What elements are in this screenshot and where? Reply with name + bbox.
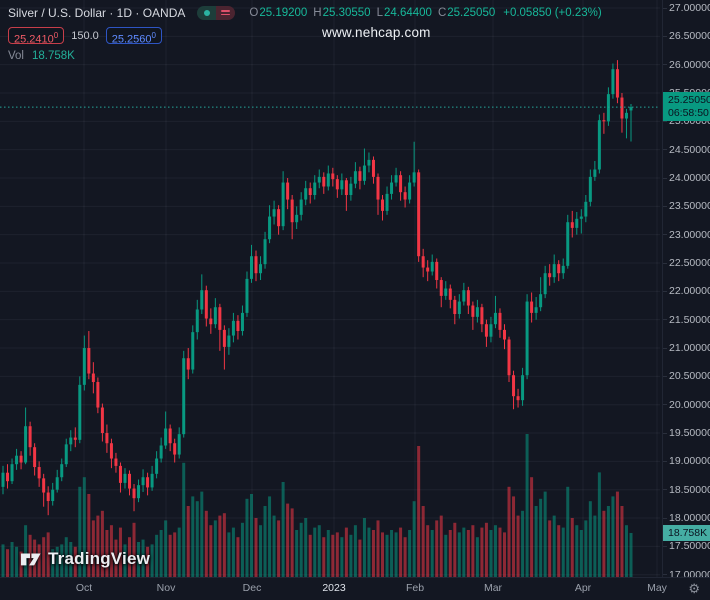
price-axis-tick (663, 319, 667, 321)
low-label: L (376, 6, 383, 19)
time-axis-label: Mar (483, 582, 503, 594)
watermark: www.nehcap.com (322, 25, 431, 40)
tradingview-logo-text: TradingView (48, 549, 151, 568)
price-axis-tick (663, 545, 667, 547)
time-axis[interactable]: ⚙ Oct Nov Dec 2023 Feb Mar Apr May (0, 577, 710, 600)
price-axis-tick (663, 347, 667, 349)
price-axis-label: 17.50000 (669, 540, 710, 553)
price-axis-tick (663, 489, 667, 491)
time-axis-label: Nov (156, 582, 176, 594)
high-value: 25.30550 (322, 6, 371, 19)
time-axis-label: May (647, 582, 667, 594)
price-axis-tick (663, 149, 667, 151)
volume-current-value: 18.758K (32, 50, 75, 62)
price-axis-tick (663, 234, 667, 236)
price-axis-label: 21.00000 (669, 342, 710, 355)
price-axis[interactable]: 27.0000026.5000026.0000025.5000025.00000… (662, 0, 710, 581)
price-axis-label: 19.50000 (669, 427, 710, 440)
series-visibility-toggle[interactable] (197, 5, 236, 20)
price-axis-tick (663, 432, 667, 434)
ohlc-values: O25.19200 H25.30550 L24.64400 C25.25050 … (249, 7, 601, 19)
price-axis-label: 23.50000 (669, 200, 710, 213)
price-axis-tick (663, 120, 667, 122)
current-price-badge: 25.25050 06:58:50 (663, 92, 710, 122)
change-value: +0.05850 (+0.23%) (503, 6, 602, 19)
price-axis-label: 22.00000 (669, 285, 710, 298)
order-quantity: 150.0 (71, 29, 99, 42)
open-value: 25.19200 (259, 6, 308, 19)
price-axis-tick (663, 375, 667, 377)
volume-badge-value: 18.758K (668, 526, 708, 539)
price-axis-tick (663, 64, 667, 66)
price-axis-tick (663, 574, 667, 576)
time-axis-label: Apr (574, 582, 592, 594)
series-menu-icon (216, 5, 236, 20)
price-axis-tick (663, 177, 667, 179)
low-value: 24.64400 (383, 6, 432, 19)
close-value: 25.25050 (447, 6, 496, 19)
price-axis-tick (663, 35, 667, 37)
price-axis-label: 19.00000 (669, 455, 710, 468)
current-price-value: 25.25050 (668, 94, 710, 107)
price-axis-label: 18.50000 (669, 483, 710, 496)
high-label: H (313, 6, 322, 19)
price-axis-label: 26.00000 (669, 58, 710, 71)
price-axis-label: 21.50000 (669, 313, 710, 326)
chart-legend: Silver / U.S. Dollar · 1D · OANDA O25.19… (8, 4, 602, 63)
price-axis-label: 24.50000 (669, 143, 710, 156)
time-axis-label: Oct (75, 582, 93, 594)
price-axis-label: 18.00000 (669, 512, 710, 525)
time-axis-label: 2023 (322, 582, 346, 594)
price-axis-tick (663, 517, 667, 519)
tradingview-logo[interactable]: TradingView (20, 549, 150, 569)
tradingview-logo-icon (20, 553, 41, 566)
price-axis-tick (663, 404, 667, 406)
bar-countdown: 06:58:50 (668, 106, 709, 119)
price-axis-tick (663, 290, 667, 292)
volume-badge: 18.758K (663, 524, 710, 542)
sell-order-line-label[interactable]: 25.24100 (8, 27, 65, 46)
price-axis-label: 20.50000 (669, 370, 710, 383)
price-axis-tick (663, 460, 667, 462)
time-axis-label: Feb (405, 582, 425, 594)
symbol-title[interactable]: Silver / U.S. Dollar · 1D · OANDA (8, 5, 186, 20)
close-label: C (437, 6, 447, 19)
visibility-dot-icon (197, 5, 217, 20)
price-axis-label: 27.00000 (669, 2, 710, 14)
price-axis-label: 23.00000 (669, 228, 710, 241)
gear-icon[interactable]: ⚙ (688, 581, 700, 596)
price-axis-tick (663, 205, 667, 207)
price-axis-label: 26.50000 (669, 30, 710, 43)
open-label: O (249, 6, 259, 19)
price-axis-label: 24.00000 (669, 172, 710, 184)
price-axis-tick (663, 7, 667, 9)
buy-order-line-label[interactable]: 25.25600 (105, 27, 162, 46)
time-axis-label: Dec (242, 582, 262, 594)
volume-label[interactable]: Vol (8, 50, 24, 62)
price-axis-tick (663, 262, 667, 264)
price-axis-label: 20.00000 (669, 398, 710, 411)
price-axis-label: 22.50000 (669, 257, 710, 269)
